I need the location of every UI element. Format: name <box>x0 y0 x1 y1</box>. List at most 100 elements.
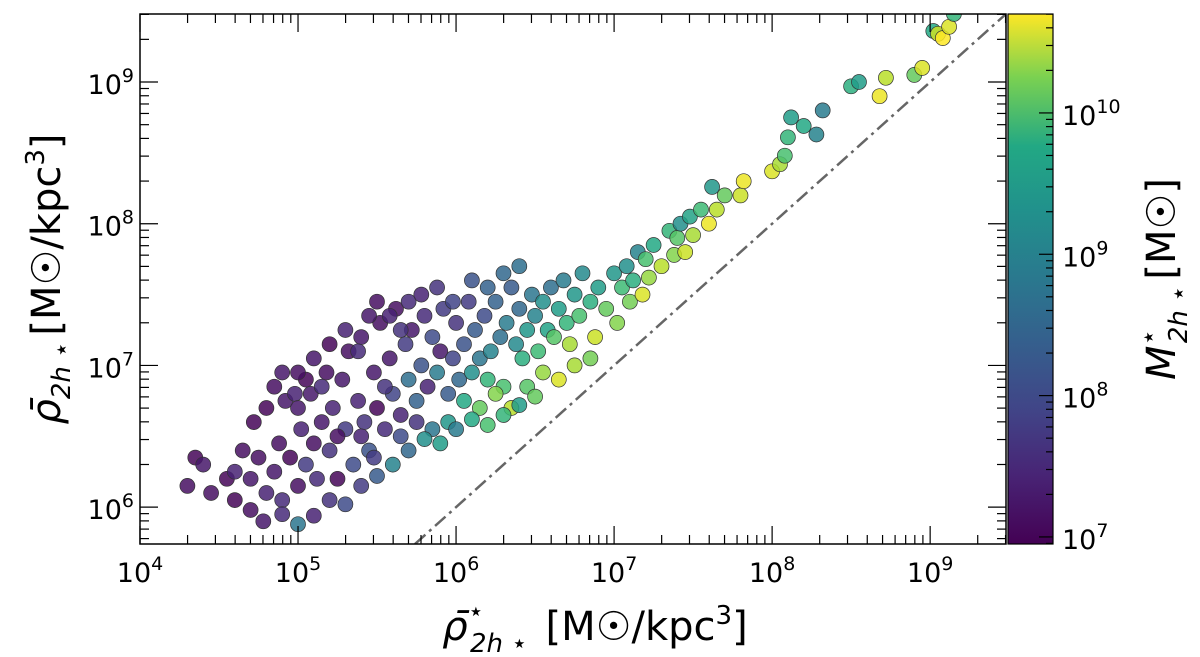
data-point <box>424 329 441 345</box>
data-point <box>397 336 414 353</box>
data-point <box>878 69 894 86</box>
data-point <box>255 513 272 530</box>
data-point <box>400 371 417 388</box>
data-point <box>440 385 457 402</box>
data-point <box>914 60 931 76</box>
y-tick-label: 107 <box>88 348 134 384</box>
data-point <box>524 286 540 303</box>
data-point <box>381 350 398 367</box>
data-point <box>448 421 464 438</box>
one-to-one-reference-line <box>414 14 1006 544</box>
data-point <box>618 258 635 275</box>
data-point <box>290 478 306 494</box>
data-point <box>366 364 382 381</box>
data-point <box>384 456 401 473</box>
data-point <box>432 343 449 360</box>
data-point <box>345 456 362 473</box>
data-point <box>408 393 425 409</box>
data-point <box>780 129 796 146</box>
data-point <box>598 300 615 317</box>
colorbar-frame <box>1007 13 1054 545</box>
data-point <box>511 397 528 413</box>
data-point <box>693 201 709 218</box>
data-point <box>226 492 243 508</box>
data-point <box>408 414 425 430</box>
data-point <box>298 456 314 473</box>
data-point <box>329 470 346 487</box>
data-point <box>704 179 720 195</box>
data-point <box>511 300 528 317</box>
data-point <box>795 118 812 134</box>
data-point <box>274 364 291 381</box>
data-point <box>271 435 287 452</box>
data-point <box>445 350 461 367</box>
data-point <box>416 307 433 324</box>
data-point <box>558 315 575 331</box>
data-point <box>582 293 599 310</box>
colorbar-gradient <box>1008 14 1053 544</box>
x-axis-title: ρ̄⋆ 2h ⋆ [M☉/kpc3] <box>442 597 747 657</box>
axis-ticks: 104 105 106 107 108 109 106 107 108 109 <box>88 13 1007 589</box>
data-point <box>535 293 551 310</box>
data-point <box>451 371 468 388</box>
data-point <box>413 357 430 374</box>
data-point <box>482 343 499 360</box>
data-point <box>508 336 524 353</box>
x-tick-label: 108 <box>749 553 795 589</box>
data-point <box>179 478 196 494</box>
data-point <box>566 357 583 374</box>
data-point <box>334 371 351 388</box>
data-point <box>476 307 493 324</box>
data-point <box>641 269 657 286</box>
y-tick-label: 108 <box>88 207 134 243</box>
data-point <box>226 463 243 480</box>
data-point <box>669 230 686 246</box>
data-point <box>245 414 262 430</box>
data-point <box>203 485 219 501</box>
data-point <box>313 378 330 395</box>
data-point <box>266 378 283 395</box>
data-point <box>677 244 694 260</box>
data-point <box>460 293 477 310</box>
data-point <box>622 293 638 310</box>
data-point <box>274 506 291 523</box>
data-point <box>381 307 398 324</box>
data-point <box>708 201 725 218</box>
data-point <box>419 378 436 395</box>
data-point <box>337 322 354 338</box>
data-point <box>464 411 480 428</box>
colorbar-tick-label: 107 <box>1062 520 1108 556</box>
data-point <box>555 272 572 289</box>
data-point <box>645 237 662 253</box>
data-point <box>318 364 335 381</box>
data-point <box>445 293 461 310</box>
data-point <box>287 385 303 402</box>
data-point <box>353 329 370 345</box>
data-point <box>313 414 330 430</box>
colorbar-tick-label: 108 <box>1062 379 1108 415</box>
data-point <box>392 407 409 423</box>
data-point <box>282 449 298 466</box>
data-point <box>305 435 322 452</box>
data-point <box>590 279 607 296</box>
x-tick-label: 104 <box>117 553 163 589</box>
data-point <box>337 496 354 513</box>
data-point <box>946 14 962 22</box>
x-tick-label: 105 <box>275 553 321 589</box>
data-point <box>369 293 385 310</box>
data-point <box>258 485 275 501</box>
data-point <box>527 307 543 324</box>
data-point <box>574 265 591 282</box>
data-point <box>776 147 793 164</box>
data-point <box>535 364 551 381</box>
data-point <box>366 449 382 466</box>
data-point <box>871 88 888 105</box>
data-point <box>274 492 291 508</box>
data-point <box>487 293 504 310</box>
data-point <box>329 428 346 445</box>
data-point <box>808 126 825 143</box>
data-point <box>851 74 867 90</box>
data-point <box>503 279 520 296</box>
data-point <box>324 400 341 416</box>
